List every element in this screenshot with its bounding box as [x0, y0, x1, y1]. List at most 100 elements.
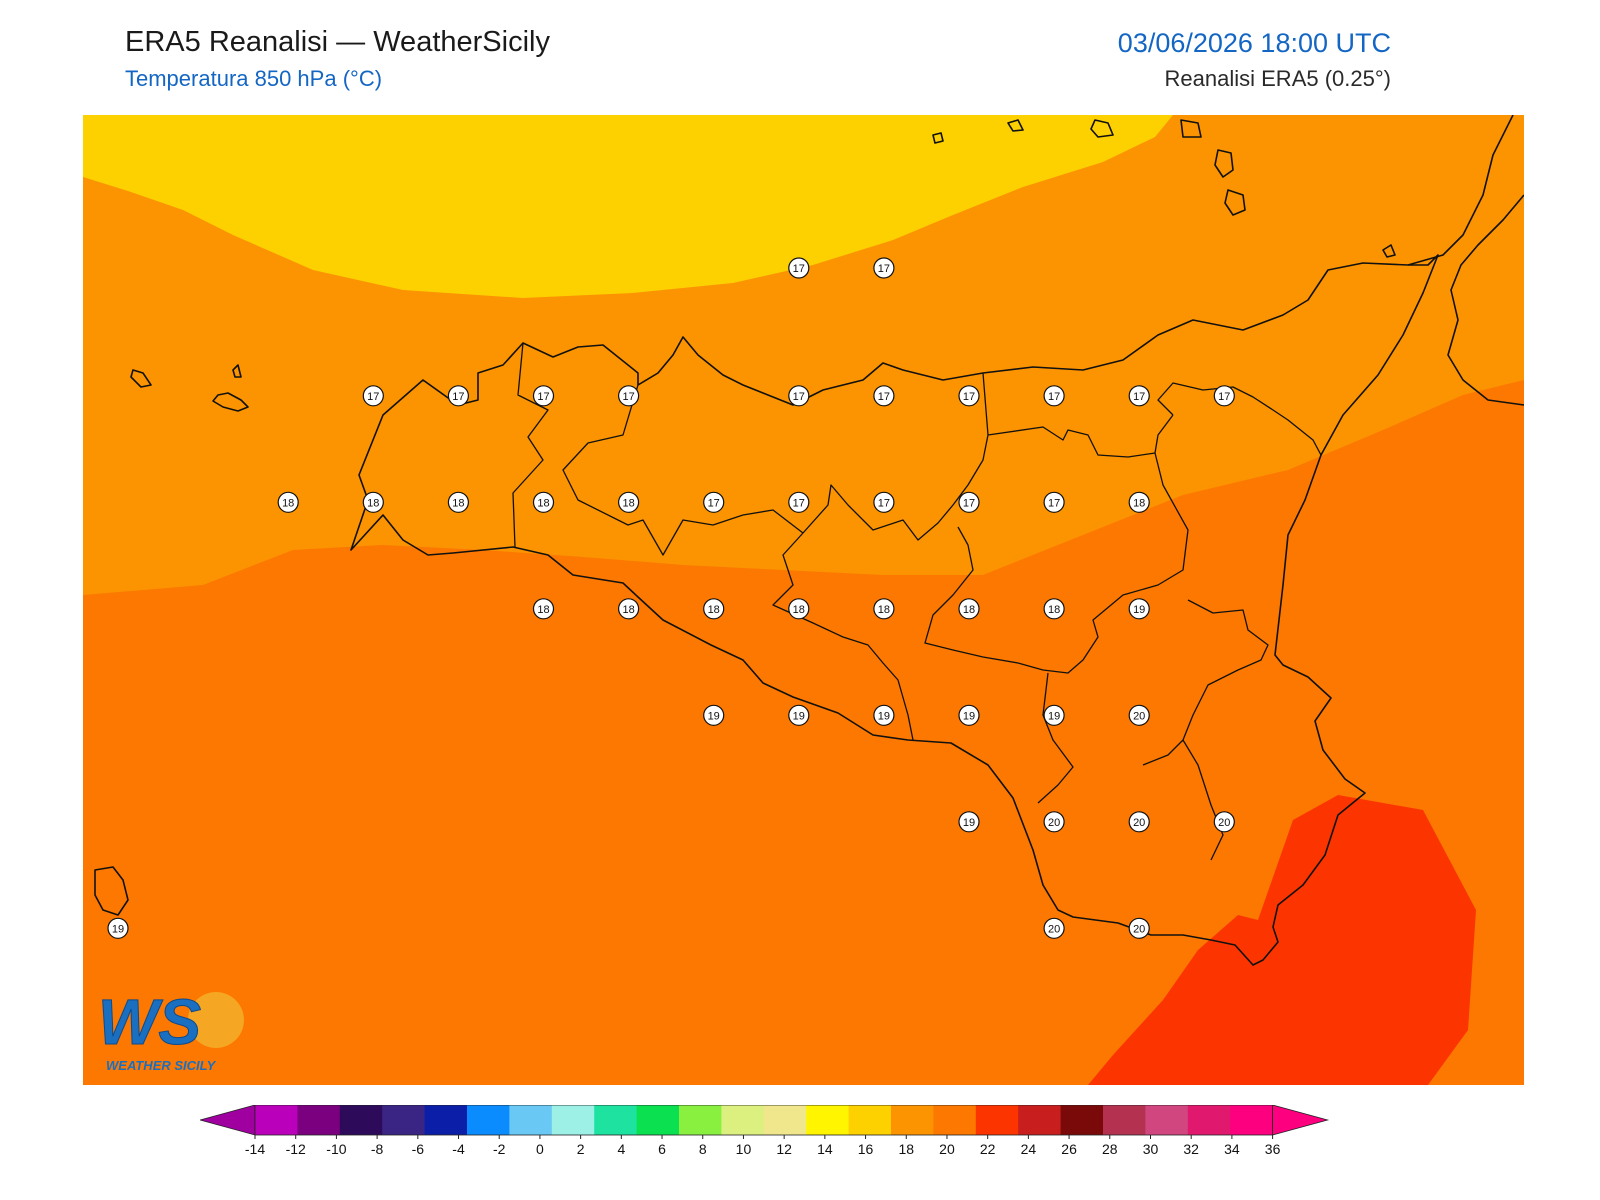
station-circle: [703, 491, 725, 513]
colorbar-tick-label: 26: [1061, 1141, 1077, 1157]
station-marker: 19: [107, 917, 129, 939]
station-marker: 19: [958, 811, 980, 833]
station-value: 19: [963, 710, 975, 722]
station-value: 19: [1048, 710, 1060, 722]
station-marker: 18: [532, 491, 555, 513]
colorbar-tick-label: 12: [776, 1141, 792, 1157]
station-marker: 18: [277, 491, 299, 513]
station-value: 18: [622, 497, 634, 509]
station-circle: [1043, 811, 1065, 833]
station-marker: 18: [617, 598, 640, 620]
colorbar-tick-label: 32: [1183, 1141, 1199, 1157]
colorbar-tick-label: 0: [536, 1141, 544, 1157]
colorbar-tick-label: 18: [898, 1141, 914, 1157]
colorbar-swatch: [848, 1105, 892, 1135]
colorbar-tick-label: 6: [658, 1141, 666, 1157]
station-value: 18: [963, 604, 975, 616]
station-value: 20: [1133, 710, 1145, 722]
colorbar-swatch: [424, 1105, 468, 1135]
colorbar-underflow: [198, 1104, 256, 1136]
station-circle: [617, 598, 640, 620]
station-value: 19: [112, 923, 124, 935]
weathersicily-logo: WS WEATHER SICILY: [96, 982, 256, 1082]
colorbar-tick-label: 8: [699, 1141, 707, 1157]
station-circle: [788, 385, 810, 407]
colorbar-swatch: [1145, 1105, 1189, 1135]
station-circle: [1128, 385, 1150, 407]
colorbar-swatch: [339, 1105, 383, 1135]
station-marker: 18: [532, 598, 555, 620]
station-marker: 18: [703, 598, 725, 620]
station-value: 18: [1133, 497, 1145, 509]
island-levanzo: [232, 364, 242, 378]
station-marker: 18: [958, 598, 980, 620]
station-value: 17: [878, 263, 890, 275]
station-circle: [788, 704, 810, 726]
colorbar-svg: -14 -12 -10 -8 -6 -4 -2 0 2 4 6 8 10 12 14 16 18 20 22 24 26…: [198, 1104, 1330, 1157]
station-value: 17: [622, 391, 634, 403]
station-value: 20: [1048, 817, 1060, 829]
station-marker: 17: [1213, 385, 1235, 407]
station-circle: [1043, 385, 1065, 407]
island-lipari: [1214, 149, 1234, 178]
station-marker: 19: [958, 704, 980, 726]
station-marker: 18: [873, 598, 895, 620]
colorbar-swatch: [721, 1105, 765, 1135]
station-marker: 20: [1128, 811, 1150, 833]
station-marker: 20: [1043, 811, 1065, 833]
colorbar-tick-label: 34: [1224, 1141, 1240, 1157]
station-marker: 19: [703, 704, 725, 726]
station-marker: 17: [958, 385, 980, 407]
colorbar-tick-label: -4: [452, 1141, 465, 1157]
colorbar-swatch: [297, 1105, 341, 1135]
station-value: 17: [878, 497, 890, 509]
temperature-map: 17 17 17 17 17 17 17 17 17 17 17 17 18 18 18 18 18 17 17 17…: [83, 115, 1524, 1085]
station-markers: 17 17 17 17 17 17 17 17 17 17 17 17 18 18 18 18 18 17 17 17…: [107, 257, 1235, 939]
station-marker: 18: [1128, 491, 1150, 513]
station-circle: [958, 704, 980, 726]
station-value: 17: [963, 497, 975, 509]
colorbar-swatch: [594, 1105, 638, 1135]
station-marker: 17: [1128, 385, 1150, 407]
station-marker: 17: [617, 385, 640, 407]
colorbar-tick-label: 4: [617, 1141, 625, 1157]
station-value: 18: [452, 497, 464, 509]
station-circle: [1128, 917, 1150, 939]
colorbar-swatch: [382, 1105, 426, 1135]
station-marker: 19: [1128, 598, 1150, 620]
logo-text: WEATHER SICILY: [106, 1058, 217, 1073]
colorbar-swatch: [763, 1105, 807, 1135]
province-boundaries: [512, 342, 1322, 861]
station-circle: [958, 491, 980, 513]
map-canvas: 17 17 17 17 17 17 17 17 17 17 17 17 18 18 18 18 18 17 17 17…: [83, 115, 1524, 1085]
station-value: 18: [537, 604, 549, 616]
station-circle: [873, 257, 895, 279]
station-circle: [788, 491, 810, 513]
station-circle: [703, 704, 725, 726]
station-marker: 18: [447, 491, 469, 513]
station-circle: [1128, 811, 1150, 833]
station-circle: [788, 257, 810, 279]
band-20-22: [1088, 795, 1476, 1085]
station-circle: [1213, 811, 1235, 833]
station-marker: 19: [788, 704, 810, 726]
station-value: 18: [793, 604, 805, 616]
messina-peninsula: [1407, 115, 1514, 266]
map-subtitle: Temperatura 850 hPa (°C): [125, 66, 383, 91]
station-value: 17: [1048, 497, 1060, 509]
island-filicudi: [1090, 119, 1114, 138]
station-value: 18: [1048, 604, 1060, 616]
station-marker: 17: [958, 491, 980, 513]
station-circle: [362, 491, 384, 513]
station-circle: [703, 598, 725, 620]
colorbar-tick-label: 24: [1021, 1141, 1037, 1157]
colorbar-tick-label: 28: [1102, 1141, 1118, 1157]
station-value: 18: [367, 497, 379, 509]
island-salina: [1180, 119, 1202, 138]
station-marker: 17: [1043, 491, 1065, 513]
colorbar-tick-label: 36: [1265, 1141, 1281, 1157]
station-circle: [107, 917, 129, 939]
station-circle: [1128, 598, 1150, 620]
colorbar-tick-label: -6: [412, 1141, 425, 1157]
station-value: 20: [1048, 923, 1060, 935]
